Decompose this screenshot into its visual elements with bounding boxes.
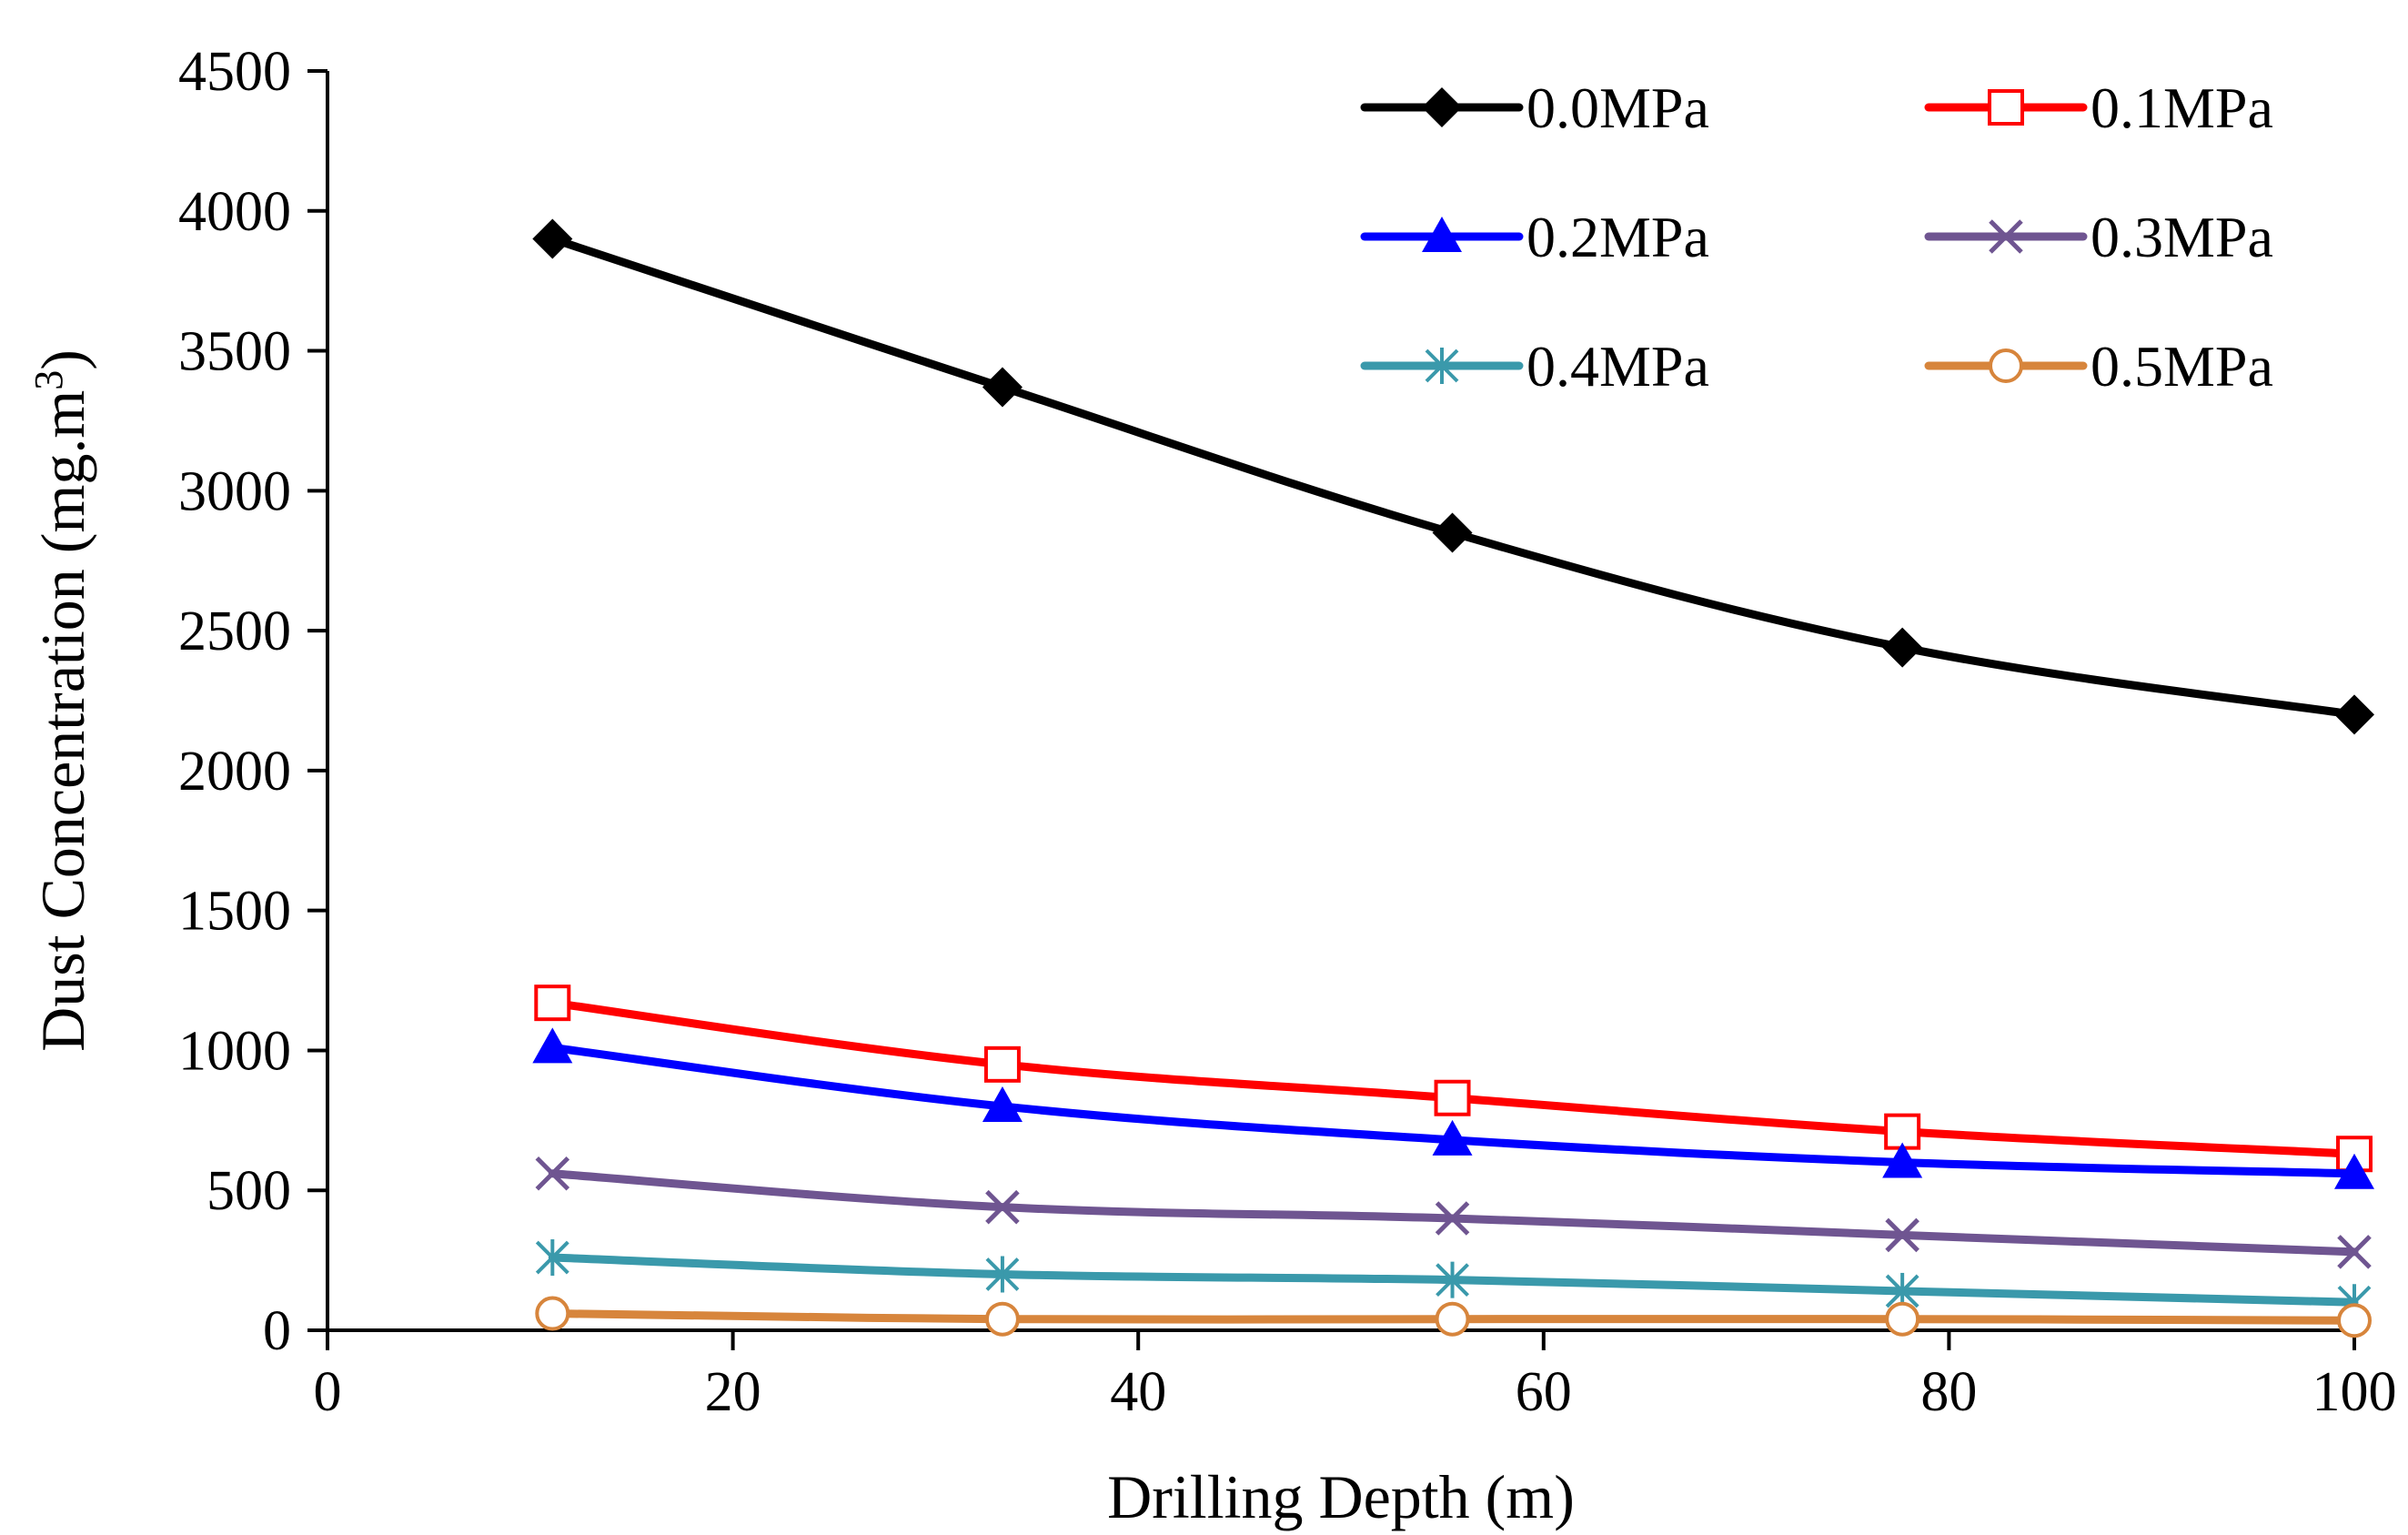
legend-swatch-marker: [1989, 348, 2023, 383]
series-0.0MPa: [532, 218, 2374, 735]
series-0.3MPa: [535, 1156, 2372, 1269]
x-tick-label: 40: [1110, 1361, 1166, 1423]
legend-swatch-marker: [1989, 219, 2023, 254]
data-point: [982, 367, 1023, 408]
data-point: [1885, 1217, 1919, 1253]
y-tick-label: 4500: [178, 41, 291, 103]
data-point: [983, 1045, 1021, 1083]
axes: 0 500 1000 1500 2000 2500 3000 3500 4000 4500 0 20 4…: [178, 41, 2397, 1423]
data-point: [2337, 1235, 2372, 1269]
legend-entry: 0.3MPa: [1924, 205, 2273, 269]
data-point: [982, 1086, 1023, 1122]
y-tick-label: 0: [263, 1300, 291, 1362]
x-tick-label: 100: [2312, 1361, 2397, 1423]
data-point: [985, 1256, 1020, 1293]
y-tick-label: 1000: [178, 1020, 291, 1082]
data-point: [1434, 1079, 1471, 1116]
data-point: [535, 1296, 570, 1331]
legend-swatch-marker: [1422, 217, 1462, 252]
y-tick-label: 3000: [178, 460, 291, 522]
x-tick-label: 0: [314, 1361, 342, 1423]
legend-label: 0.0MPa: [1526, 76, 1709, 140]
data-point: [2334, 694, 2374, 735]
y-tick-label: 4000: [178, 181, 291, 243]
legend: 0.0MPa 0.1MPa 0.2MPa 0.3MPa 0.4MPa 0.5MPa: [1360, 76, 2273, 399]
legend-entry: 0.5MPa: [1924, 334, 2273, 399]
legend-swatch-marker: [1988, 89, 2024, 126]
legend-entry: 0.2MPa: [1360, 205, 1709, 269]
series-line: [548, 235, 2359, 719]
data-point: [1885, 1301, 1920, 1337]
legend-swatch-marker: [1425, 348, 1459, 384]
legend-label: 0.3MPa: [2091, 205, 2273, 269]
data-point: [532, 1027, 573, 1064]
legend-entry: 0.1MPa: [1924, 76, 2273, 140]
data-point: [532, 218, 573, 259]
legend-entry: 0.0MPa: [1360, 76, 1709, 140]
y-tick-label: 2500: [178, 601, 291, 662]
data-point: [1882, 627, 1923, 668]
y-axis-title-superscript: 3: [26, 370, 71, 390]
data-point: [1435, 1301, 1470, 1337]
series-0.1MPa: [534, 985, 2373, 1173]
data-point: [2334, 1153, 2374, 1189]
y-tick-label: 3500: [178, 321, 291, 383]
y-axis-title-main: Dust Concentration (mg.m: [28, 390, 97, 1052]
data-point: [535, 1156, 570, 1191]
x-axis-title: Drilling Depth (m): [1107, 1462, 1575, 1531]
y-axis-title: Dust Concentration (mg.m3): [26, 349, 98, 1052]
data-point: [1435, 1201, 1470, 1236]
data-point: [1436, 1261, 1469, 1298]
legend-label: 0.1MPa: [2091, 76, 2273, 140]
data-point: [985, 1189, 1020, 1225]
y-tick-label: 1500: [178, 881, 291, 943]
legend-label: 0.5MPa: [2091, 334, 2273, 399]
y-tick-label: 2000: [178, 741, 291, 803]
series-0.2MPa: [532, 1027, 2374, 1189]
data-point: [1432, 1119, 1473, 1156]
series-layer: [532, 218, 2374, 1338]
legend-entry: 0.4MPa: [1360, 334, 1709, 399]
x-tick-label: 80: [1920, 1361, 1977, 1423]
series-line: [548, 1169, 2359, 1257]
x-tick-label: 60: [1516, 1361, 1572, 1423]
x-tick-label: 20: [705, 1361, 761, 1423]
data-point: [535, 1239, 569, 1277]
series-0.5MPa: [535, 1296, 2372, 1338]
data-point: [1882, 1142, 1923, 1178]
data-point: [2337, 1303, 2372, 1338]
legend-swatch-marker: [1422, 87, 1462, 127]
data-point: [984, 1301, 1020, 1337]
y-axis-title-suffix: ): [28, 349, 97, 370]
legend-label: 0.2MPa: [1526, 205, 1709, 269]
data-point: [534, 985, 571, 1022]
data-point: [1432, 512, 1473, 553]
y-tick-label: 500: [207, 1160, 291, 1222]
legend-label: 0.4MPa: [1526, 334, 1709, 399]
